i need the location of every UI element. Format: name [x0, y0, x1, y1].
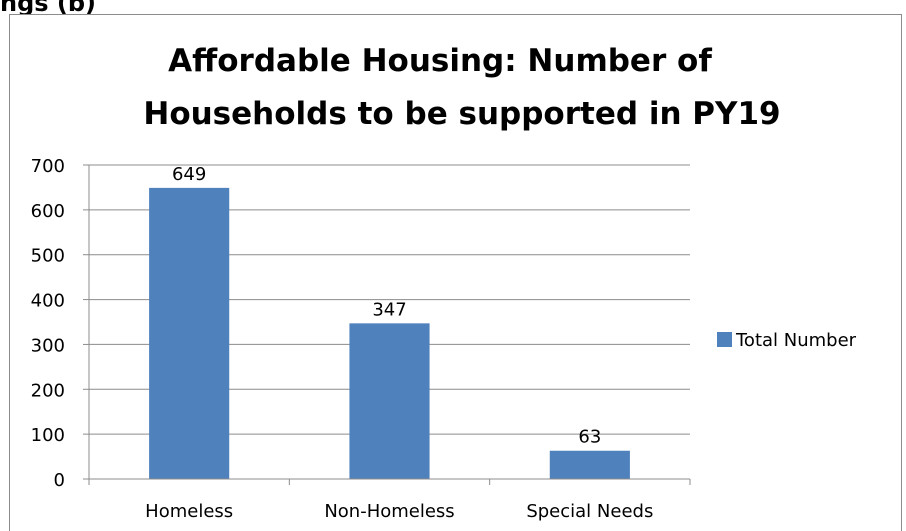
bar-homeless: [149, 187, 230, 479]
y-tick-label: 700: [31, 156, 65, 177]
data-label: 649: [172, 164, 206, 185]
cropped-heading: ngs (b): [0, 0, 97, 17]
y-tick-label: 300: [31, 335, 65, 356]
chart-title-line-2: Households to be supported in PY19: [143, 96, 780, 132]
data-label: 347: [372, 299, 406, 320]
x-category-label: Homeless: [145, 501, 233, 522]
bar-non-homeless: [349, 323, 430, 479]
chart-title-line-1: Affordable Housing: Number of: [168, 43, 712, 79]
x-category-label: Special Needs: [526, 501, 653, 522]
legend-label: Total Number: [735, 330, 857, 351]
y-tick-label: 100: [31, 425, 65, 446]
x-category-label: Non-Homeless: [324, 501, 454, 522]
legend-swatch: [717, 332, 732, 347]
y-tick-label: 200: [31, 380, 65, 401]
y-tick-label: 0: [54, 470, 65, 491]
data-label: 63: [578, 427, 601, 448]
y-tick-label: 600: [31, 201, 65, 222]
y-tick-label: 500: [31, 246, 65, 267]
y-tick-label: 400: [31, 291, 65, 312]
bar-special-needs: [549, 450, 630, 479]
